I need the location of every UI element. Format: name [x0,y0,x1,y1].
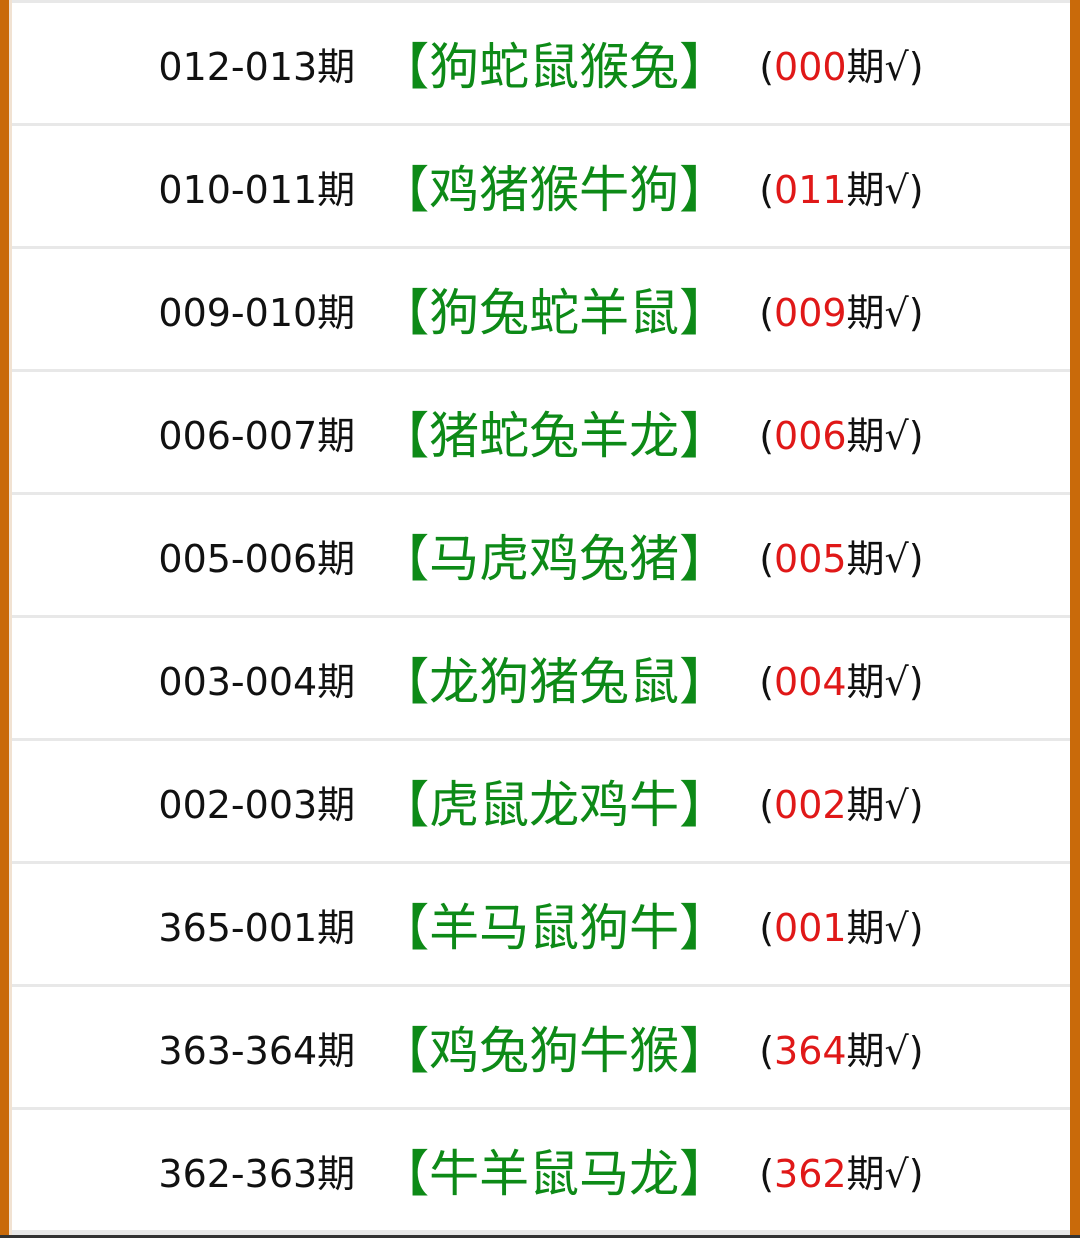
period-range: 363-364期 [158,1028,356,1073]
period-range: 006-007期 [158,413,356,458]
open-paren: ( [759,1151,775,1196]
list-item: 002-003期 【虎鼠龙鸡牛】 (002期√) [12,741,1070,861]
list-item: 009-010期 【狗兔蛇羊鼠】 (009期√) [12,249,1070,369]
hit-result: (004期√) [759,651,923,706]
open-paren: ( [759,167,775,212]
hit-result: (364期√) [759,1020,923,1075]
hit-suffix: 期√) [846,782,924,827]
hit-result: (000期√) [759,36,923,91]
hit-result: (011期√) [759,159,923,214]
list-item: 012-013期 【狗蛇鼠猴兔】 (000期√) [12,3,1070,123]
period-range: 010-011期 [158,167,356,212]
zodiac-prediction: 【狗蛇鼠猴兔】 [379,38,730,96]
list-item: 362-363期 【牛羊鼠马龙】 (362期√) [12,1110,1070,1230]
list-item: 006-007期 【猪蛇兔羊龙】 (006期√) [12,372,1070,492]
open-paren: ( [759,659,775,704]
hit-suffix: 期√) [846,659,924,704]
period-range: 002-003期 [158,782,356,827]
hit-suffix: 期√) [846,413,924,458]
zodiac-prediction: 【鸡猪猴牛狗】 [379,161,730,219]
zodiac-prediction: 【鸡兔狗牛猴】 [379,1022,730,1080]
hit-suffix: 期√) [846,290,924,335]
hit-period-number: 001 [774,905,847,950]
results-list: 012-013期 【狗蛇鼠猴兔】 (000期√) 010-011期 【鸡猪猴牛狗】 (01… [12,3,1070,1233]
hit-period-number: 005 [774,536,847,581]
zodiac-prediction: 【狗兔蛇羊鼠】 [379,284,730,342]
open-paren: ( [759,905,775,950]
period-range: 012-013期 [158,44,356,89]
open-paren: ( [759,44,775,89]
hit-period-number: 362 [774,1151,847,1196]
period-range: 003-004期 [158,659,356,704]
list-item: 365-001期 【羊马鼠狗牛】 (001期√) [12,864,1070,984]
bottom-divider [0,1235,1080,1238]
hit-period-number: 006 [774,413,847,458]
list-item: 363-364期 【鸡兔狗牛猴】 (364期√) [12,987,1070,1107]
period-range: 362-363期 [158,1151,356,1196]
hit-suffix: 期√) [846,1028,924,1073]
hit-period-number: 009 [774,290,847,335]
hit-period-number: 002 [774,782,847,827]
hit-suffix: 期√) [846,905,924,950]
zodiac-prediction: 【龙狗猪兔鼠】 [379,653,730,711]
hit-suffix: 期√) [846,536,924,581]
open-paren: ( [759,1028,775,1073]
hit-result: (002期√) [759,774,923,829]
list-item: 010-011期 【鸡猪猴牛狗】 (011期√) [12,126,1070,246]
open-paren: ( [759,413,775,458]
hit-result: (005期√) [759,528,923,583]
hit-result: (006期√) [759,405,923,460]
period-range: 005-006期 [158,536,356,581]
hit-suffix: 期√) [846,1151,924,1196]
hit-period-number: 004 [774,659,847,704]
list-item: 005-006期 【马虎鸡兔猪】 (005期√) [12,495,1070,615]
hit-suffix: 期√) [846,44,924,89]
period-range: 365-001期 [158,905,356,950]
zodiac-prediction: 【羊马鼠狗牛】 [379,899,730,957]
hit-period-number: 000 [774,44,847,89]
hit-result: (001期√) [759,897,923,952]
hit-period-number: 011 [774,167,847,212]
hit-period-number: 364 [774,1028,847,1073]
open-paren: ( [759,290,775,335]
hit-result: (009期√) [759,282,923,337]
zodiac-prediction: 【马虎鸡兔猪】 [379,530,730,588]
period-range: 009-010期 [158,290,356,335]
list-item: 003-004期 【龙狗猪兔鼠】 (004期√) [12,618,1070,738]
hit-suffix: 期√) [846,167,924,212]
open-paren: ( [759,536,775,581]
zodiac-prediction: 【牛羊鼠马龙】 [379,1145,730,1203]
zodiac-prediction: 【虎鼠龙鸡牛】 [379,776,730,834]
open-paren: ( [759,782,775,827]
hit-result: (362期√) [759,1143,923,1198]
zodiac-prediction: 【猪蛇兔羊龙】 [379,407,730,465]
